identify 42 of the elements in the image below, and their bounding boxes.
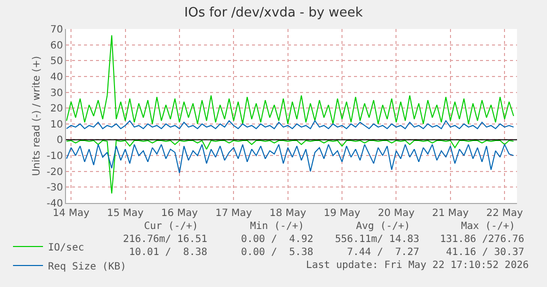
y-tick-label: -40 [46, 198, 63, 210]
y-tick-label: 40 [50, 72, 63, 83]
x-tick-label: 18 May [270, 208, 306, 219]
chart-title: IOs for /dev/xvda - by week [184, 6, 364, 21]
text: Avg (-/+) [356, 221, 410, 232]
x-tick-label: 14 May [52, 208, 90, 219]
text: Last update: Fri May 22 17:10:52 2026 [306, 260, 529, 271]
text: Min (-/+) [250, 221, 304, 232]
y-tick-label: 60 [50, 40, 63, 52]
x-tick-label: 21 May [432, 208, 469, 219]
legend-label: Req Size (KB) [48, 261, 126, 272]
x-tick-label: 15 May [106, 208, 144, 219]
y-tick-label: -20 [46, 166, 63, 178]
x-tick-label: 22 May [486, 208, 523, 219]
text: 41.16 / 30.37 [446, 247, 524, 258]
y-tick-label: 30 [50, 88, 63, 99]
y-axis-title: Units read (-) / write (+) [32, 56, 43, 176]
text: 131.86 /276.76 [440, 234, 524, 245]
text: Cur (-/+) [144, 221, 198, 232]
legend-label: IO/sec [48, 242, 84, 254]
y-tick-label: -10 [46, 151, 63, 162]
x-tick-label: 19 May [324, 208, 360, 219]
x-tick-label: 16 May [161, 208, 198, 219]
x-tick-label: 20 May [378, 208, 415, 219]
y-tick-label: 10 [50, 119, 63, 130]
text: 216.76m/ 16.51 [123, 234, 208, 245]
y-tick-label: 50 [50, 56, 63, 68]
line-series [66, 140, 514, 194]
text: 0.00 / 4.92 [241, 234, 314, 245]
text: 10.01 / 8.38 [129, 247, 208, 258]
text: Max (-/+) [461, 221, 516, 232]
y-tick-label: 0 [56, 135, 63, 146]
text: 556.11m/ 14.83 [335, 234, 420, 245]
x-tick-label: 17 May [215, 208, 252, 219]
line-series [66, 34, 514, 124]
text: 7.44 / 7.27 [347, 247, 420, 258]
y-tick-label: 20 [50, 104, 63, 115]
text: 0.00 / 5.38 [241, 247, 314, 258]
y-tick-label: -30 [46, 182, 63, 194]
line-series [66, 120, 514, 130]
line-series [66, 144, 514, 174]
y-tick-label: 70 [50, 24, 63, 36]
